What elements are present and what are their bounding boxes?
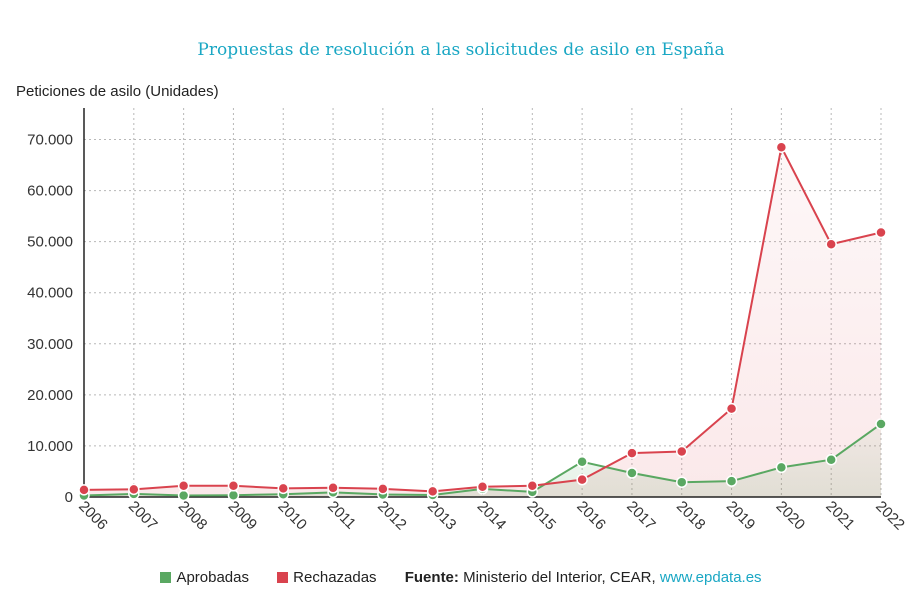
point-aprobadas-2016 [576,456,588,468]
point-aprobadas-2022 [875,418,887,430]
point-rechazadas-2016 [576,473,588,486]
y-tick-label: 50.000 [27,234,73,251]
x-tick-label: 2022 [872,498,908,534]
x-tick-label: 2019 [723,498,759,534]
x-tick-label: 2020 [773,498,809,534]
point-rechazadas-2022 [875,226,887,239]
x-tick-label: 2012 [374,498,410,534]
y-tick-label: 40.000 [27,285,73,302]
y-tick-label: 20.000 [27,387,73,404]
point-rechazadas-2010 [277,482,289,495]
point-rechazadas-2008 [177,480,190,492]
point-aprobadas-2017 [626,467,638,479]
point-rechazadas-2006 [78,484,90,496]
legend-swatch-aprobadas [160,572,172,583]
y-tick-label: 0 [65,489,73,506]
x-tick-label: 2014 [474,498,510,534]
point-aprobadas-2020 [775,461,788,474]
area-rechazadas [84,147,881,497]
x-tick-label: 2015 [523,498,559,534]
point-aprobadas-2009 [227,489,240,501]
legend-swatch-rechazadas [277,572,289,583]
source-text: Ministerio del Interior, CEAR, [463,569,656,586]
source-label: Fuente: [404,569,459,586]
source-note: Fuente: Ministerio del Interior, CEAR, w… [405,569,762,586]
legend: Aprobadas Rechazadas Fuente: Ministerio … [0,569,922,586]
area-aprobadas [84,423,881,497]
point-rechazadas-2009 [227,480,240,492]
x-tick-label: 2006 [75,498,111,534]
x-tick-label: 2009 [225,498,261,534]
y-tick-label: 30.000 [27,336,73,353]
point-rechazadas-2011 [327,482,339,494]
legend-label-rechazadas: Rechazadas [293,569,377,586]
point-rechazadas-2014 [476,481,489,493]
point-rechazadas-2017 [626,447,638,459]
point-rechazadas-2012 [377,483,389,495]
point-rechazadas-2007 [128,483,140,496]
x-tick-label: 2010 [274,498,310,534]
point-rechazadas-2018 [676,445,688,458]
legend-item-rechazadas[interactable]: Rechazadas [277,569,377,586]
x-tick-label: 2011 [324,498,359,533]
source-link[interactable]: www.epdata.es [659,569,762,586]
point-aprobadas-2018 [676,476,688,488]
line-chart: 0 10.000 20.000 30.000 40.000 50.000 60.000 70.… [27,108,908,534]
x-tick-label: 2018 [673,498,709,534]
x-tick-label: 2016 [573,498,609,534]
legend-label-aprobadas: Aprobadas [176,569,249,586]
y-axis-label: Peticiones de asilo (Unidades) [16,83,219,100]
point-rechazadas-2013 [426,485,439,498]
y-tick-label: 10.000 [27,438,73,455]
x-tick-label: 2017 [623,498,659,534]
chart-title: Propuestas de resolución a las solicitud… [197,40,725,60]
point-rechazadas-2020 [775,141,788,153]
point-aprobadas-2008 [177,489,190,502]
x-tick-label: 2008 [175,498,211,534]
point-aprobadas-2021 [825,453,837,466]
legend-item-aprobadas[interactable]: Aprobadas [160,569,249,586]
point-rechazadas-2021 [825,238,837,250]
x-tick-label: 2013 [424,498,460,534]
x-tick-label: 2007 [125,498,161,534]
point-rechazadas-2015 [526,480,539,492]
point-aprobadas-2019 [725,475,738,487]
y-tick-label: 60.000 [27,183,73,200]
x-tick-label: 2021 [822,498,858,534]
y-tick-label: 70.000 [27,132,73,149]
point-rechazadas-2019 [725,402,738,415]
